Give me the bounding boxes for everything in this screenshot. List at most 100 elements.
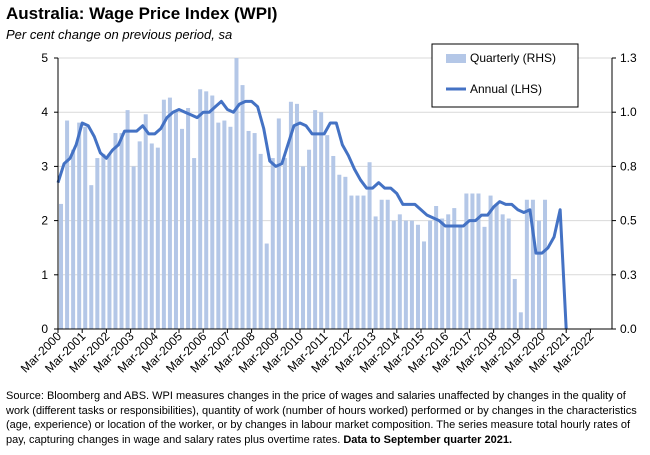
quarterly-bar	[464, 193, 469, 329]
quarterly-bar	[337, 174, 342, 329]
quarterly-bar	[264, 243, 269, 329]
quarterly-bar	[204, 91, 209, 329]
quarterly-bar	[180, 128, 185, 329]
quarterly-bar	[385, 199, 390, 329]
quarterly-bar	[355, 195, 360, 329]
quarterly-bar	[246, 130, 251, 329]
quarterly-bar	[536, 220, 541, 329]
left-tick-label: 2	[41, 214, 48, 228]
quarterly-bar	[446, 214, 451, 329]
quarterly-bar	[77, 122, 82, 330]
quarterly-bar	[512, 278, 517, 329]
quarterly-bar	[101, 153, 106, 329]
quarterly-bar	[59, 203, 64, 329]
source-data-note: Data to September quarter 2021.	[343, 433, 513, 446]
quarterly-bar	[409, 220, 414, 329]
quarterly-bar	[252, 133, 257, 329]
quarterly-bar	[543, 199, 548, 329]
quarterly-bar	[125, 110, 130, 330]
quarterly-bar	[240, 85, 245, 329]
quarterly-bar	[288, 101, 293, 329]
quarterly-bar	[494, 203, 499, 329]
quarterly-bar	[488, 195, 493, 329]
quarterly-bar	[506, 218, 511, 329]
right-tick-label: 0.5	[620, 214, 637, 228]
quarterly-bar	[276, 118, 281, 329]
quarterly-bar	[107, 153, 112, 329]
chart-subtitle: Per cent change on previous period, sa	[6, 27, 233, 42]
wpi-chart: 0123450.00.30.50.81.01.3Mar-2000Mar-2001…	[18, 43, 637, 375]
left-tick-label: 1	[41, 268, 48, 282]
quarterly-bar	[476, 193, 481, 329]
quarterly-bar	[186, 108, 191, 329]
quarterly-bars	[59, 58, 548, 330]
quarterly-bar	[149, 143, 154, 329]
right-tick-label: 0.0	[620, 322, 637, 336]
right-tick-label: 1.0	[620, 105, 637, 119]
quarterly-bar	[452, 208, 457, 329]
quarterly-bar	[294, 103, 299, 329]
quarterly-bar	[524, 199, 529, 329]
quarterly-bar	[143, 114, 148, 329]
quarterly-bar	[343, 176, 348, 329]
quarterly-bar	[349, 195, 354, 329]
legend-label-quarterly: Quarterly (RHS)	[470, 51, 556, 65]
quarterly-bar	[518, 312, 523, 329]
quarterly-bar	[434, 206, 439, 329]
quarterly-bar	[210, 95, 215, 330]
quarterly-bar	[530, 199, 535, 329]
quarterly-bar	[192, 158, 197, 329]
quarterly-bar	[282, 158, 287, 329]
left-tick-label: 0	[41, 322, 48, 336]
left-tick-label: 4	[41, 105, 48, 119]
quarterly-bar	[137, 141, 142, 329]
quarterly-bar	[440, 218, 445, 329]
quarterly-bar	[234, 58, 239, 329]
quarterly-bar	[307, 149, 312, 329]
quarterly-bar	[228, 126, 233, 329]
quarterly-bar	[422, 241, 427, 329]
quarterly-bar	[391, 220, 396, 329]
annual-line-series	[56, 99, 568, 330]
quarterly-bar	[373, 216, 378, 329]
quarterly-bar	[313, 110, 318, 330]
right-tick-label: 1.3	[620, 51, 637, 65]
quarterly-bar	[325, 135, 330, 329]
legend: Quarterly (RHS) Annual (LHS)	[431, 43, 579, 108]
quarterly-bar	[500, 214, 505, 329]
quarterly-bar	[216, 122, 221, 330]
quarterly-bar	[331, 155, 336, 329]
quarterly-bar	[367, 162, 372, 329]
quarterly-bar	[379, 199, 384, 329]
quarterly-bar	[458, 224, 463, 329]
quarterly-bar	[161, 99, 166, 329]
legend-swatch-quarterly	[446, 54, 466, 63]
quarterly-bar	[89, 185, 94, 329]
annual-line	[56, 99, 568, 330]
source-text: Source: Bloomberg and ABS. WPI measures …	[6, 390, 637, 446]
quarterly-bar	[470, 193, 475, 329]
right-tick-label: 0.8	[620, 159, 637, 173]
quarterly-bar	[301, 166, 306, 329]
quarterly-bar	[222, 120, 227, 329]
quarterly-bar	[65, 120, 70, 329]
quarterly-bar	[361, 195, 366, 329]
quarterly-bar	[167, 97, 172, 329]
quarterly-bar	[428, 220, 433, 329]
left-tick-label: 3	[41, 159, 48, 173]
quarterly-bar	[270, 158, 275, 329]
quarterly-bar	[119, 133, 124, 329]
legend-box	[431, 43, 579, 108]
quarterly-bar	[482, 226, 487, 329]
quarterly-bar	[403, 220, 408, 329]
chart-title: Australia: Wage Price Index (WPI)	[6, 4, 278, 23]
quarterly-bar	[397, 214, 402, 329]
quarterly-bar	[95, 158, 100, 329]
quarterly-bar	[113, 133, 118, 329]
quarterly-bar	[258, 153, 263, 329]
quarterly-bar	[173, 112, 178, 329]
quarterly-bar	[71, 149, 76, 329]
left-tick-label: 5	[41, 51, 48, 65]
quarterly-bar	[83, 126, 88, 329]
legend-label-annual: Annual (LHS)	[470, 82, 542, 96]
